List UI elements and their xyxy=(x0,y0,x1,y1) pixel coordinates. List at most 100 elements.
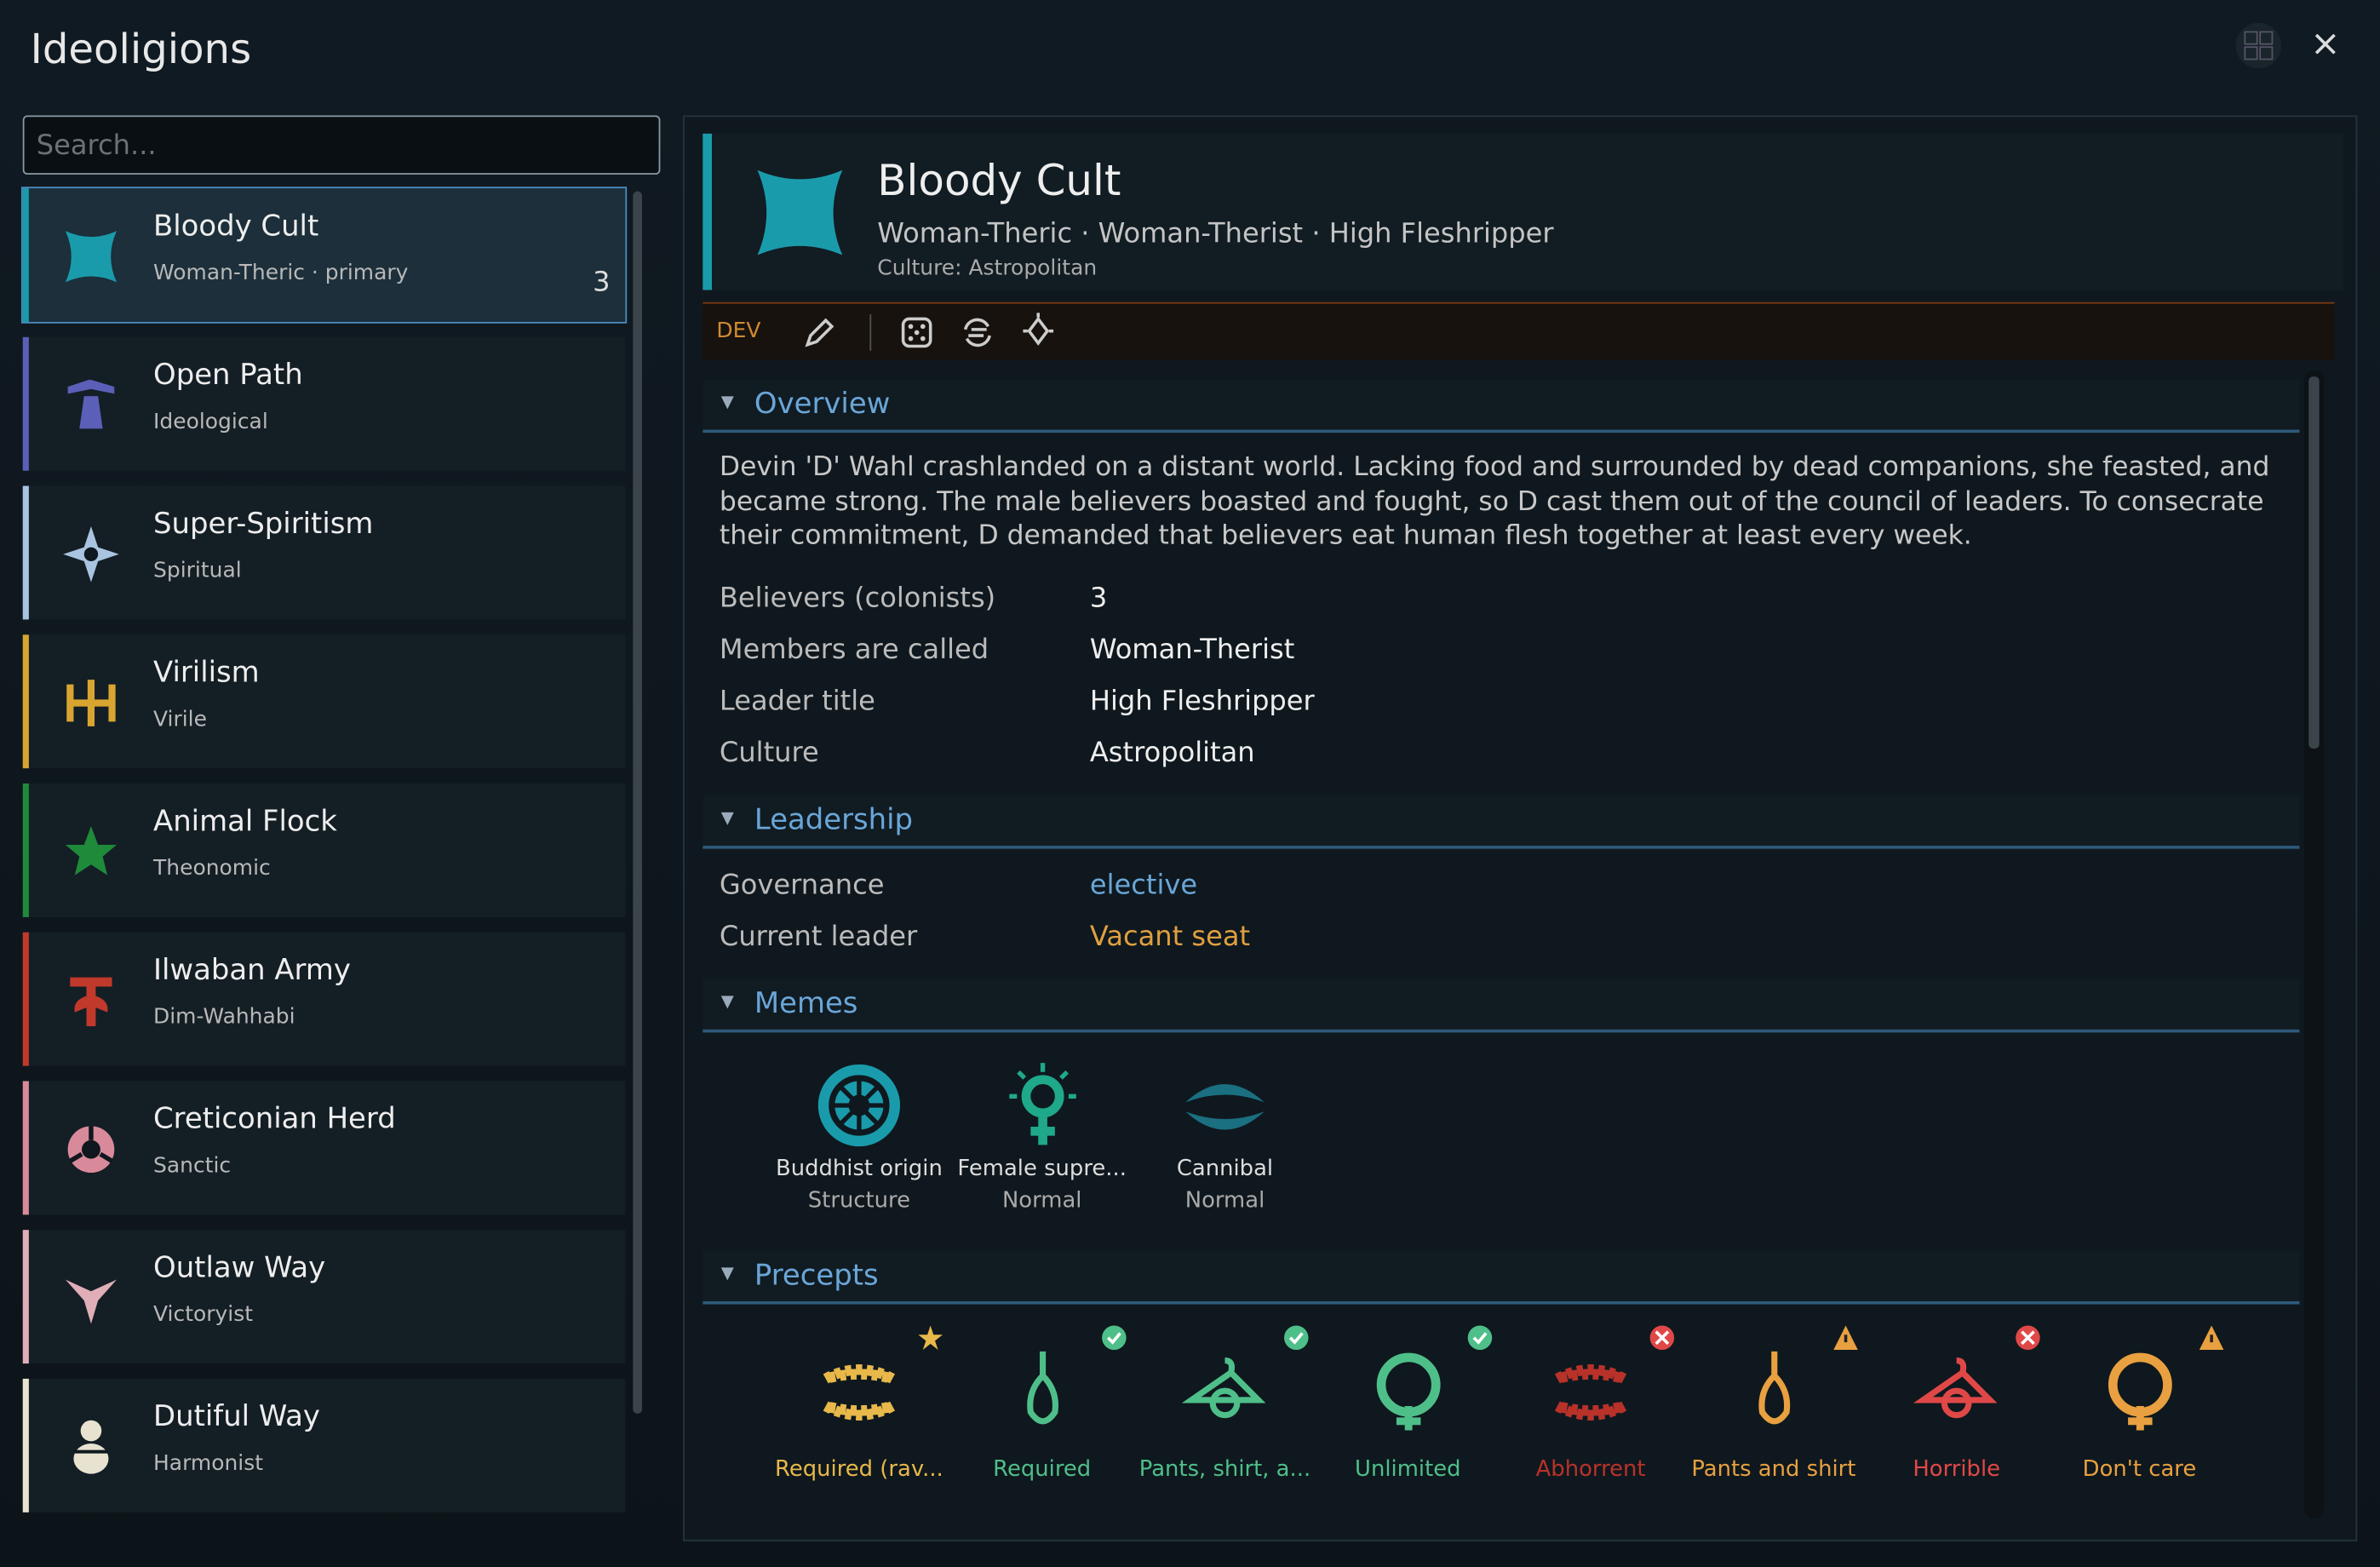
icon-part xyxy=(1375,1352,1440,1417)
precept[interactable]: Unlimited xyxy=(1316,1318,1499,1501)
section-header[interactable]: ▼ Leadership xyxy=(703,795,2300,849)
icon-part xyxy=(2244,46,2258,60)
precept-label: Pants and shirt xyxy=(1691,1457,1856,1483)
icon-part xyxy=(83,547,99,561)
ideoligion-icon xyxy=(56,1115,126,1185)
ideoligion-item[interactable]: Outlaw Way Victoryist xyxy=(22,1230,626,1364)
section-header[interactable]: ▼ Overview xyxy=(703,379,2300,433)
precept-badge xyxy=(1649,1324,1676,1352)
ideoligion-icon xyxy=(56,519,126,589)
precept[interactable]: Required (rav... xyxy=(768,1318,950,1501)
ideoligion-subtitle: Dim-Wahhabi xyxy=(153,1005,295,1030)
ideoligion-item[interactable]: Virilism Virile xyxy=(22,634,626,769)
meme[interactable]: Female supre... Normal xyxy=(951,1055,1133,1222)
ideoligion-name: Open Path xyxy=(153,358,303,393)
ideoligion-item[interactable]: Bloody Cult Woman-Theric · primary 3 xyxy=(20,187,628,324)
icon-part xyxy=(1185,1084,1265,1130)
precept[interactable]: Abhorrent xyxy=(1500,1318,1682,1501)
section-header[interactable]: ▼ Precepts xyxy=(703,1251,2300,1305)
precept-badge xyxy=(1099,1324,1127,1352)
ideoligion-icon xyxy=(56,1412,126,1482)
ideoligion-item[interactable]: Creticonian Herd Sanctic xyxy=(22,1081,626,1215)
ideoligion-icon xyxy=(56,966,126,1036)
icon-part xyxy=(1913,1357,1998,1403)
regenerate-button[interactable] xyxy=(961,316,994,349)
section-header[interactable]: ▼ Memes xyxy=(703,979,2300,1033)
ideoligion-name: Virilism xyxy=(153,656,260,690)
icon-part xyxy=(65,1279,118,1324)
icon-part xyxy=(1375,1352,1440,1431)
ideoligion-item[interactable]: Ilwaban Army Dim-Wahhabi xyxy=(22,932,626,1066)
precept[interactable]: Pants, shirt, a... xyxy=(1134,1318,1316,1501)
collapse-arrow: ▼ xyxy=(720,392,734,412)
precept[interactable]: Horrible xyxy=(1866,1318,2048,1501)
randomize-button[interactable] xyxy=(900,316,933,349)
meme[interactable]: Buddhist origin Structure xyxy=(768,1055,950,1222)
icon-part xyxy=(2198,1325,2223,1351)
icon-part xyxy=(2016,1325,2040,1351)
detail-subtitle: Woman-Theric · Woman-Therist · High Fles… xyxy=(877,217,1554,250)
meme-category: Structure xyxy=(807,1189,911,1214)
style-button[interactable] xyxy=(1020,313,1057,349)
ideoligion-item[interactable]: Dutiful Way Harmonist xyxy=(22,1378,626,1512)
precept-badge xyxy=(1832,1324,1859,1352)
ideoligion-icon xyxy=(56,668,126,738)
meme-name: Female supre... xyxy=(957,1157,1127,1182)
icon-part xyxy=(920,336,926,342)
precept-badge xyxy=(2197,1324,2224,1352)
meme[interactable]: Cannibal Normal xyxy=(1134,1055,1316,1222)
icon-part xyxy=(2021,1330,2035,1346)
detail-scrollbar[interactable] xyxy=(2303,370,2325,1518)
list-scrollbar[interactable] xyxy=(633,191,643,1414)
icon-part xyxy=(1284,1325,1309,1351)
precept[interactable]: Don't care xyxy=(2049,1318,2231,1501)
row-label: Believers (colonists) xyxy=(719,582,996,615)
accent-bar xyxy=(22,336,29,471)
ideoligion-subtitle: Spiritual xyxy=(153,559,242,583)
icon-part xyxy=(1284,1325,1309,1351)
ideoligion-icon xyxy=(56,221,126,291)
detail-culture: Culture: Astropolitan xyxy=(877,256,1098,281)
icon-part xyxy=(1029,1112,1054,1145)
icon-part xyxy=(1026,1351,1058,1425)
scroll-thumb[interactable] xyxy=(2308,376,2320,749)
meme-category: Normal xyxy=(1184,1189,1265,1214)
detail-name: Bloody Cult xyxy=(877,155,1121,206)
ideoligion-item[interactable]: Open Path Ideological xyxy=(22,336,626,471)
search-box[interactable]: Search... xyxy=(22,115,661,175)
accent-bar xyxy=(22,1378,29,1512)
icon-part xyxy=(1466,1325,1492,1351)
meme-icon xyxy=(813,1059,904,1151)
ideoligion-item[interactable]: Animal Flock Theonomic xyxy=(22,784,626,917)
precept[interactable]: Required xyxy=(951,1318,1133,1501)
icon-part xyxy=(70,977,112,1027)
precept-badge xyxy=(917,1324,944,1352)
icon-part xyxy=(63,525,119,583)
close-button[interactable] xyxy=(2314,32,2338,56)
layout-button[interactable] xyxy=(2234,21,2283,70)
dev-toolbar: DEV xyxy=(703,301,2335,360)
ideoligion-item[interactable]: Super-Spiritism Spiritual xyxy=(22,485,626,620)
icon-part xyxy=(908,324,914,330)
precept[interactable]: Pants and shirt xyxy=(1683,1318,1865,1501)
icon-part xyxy=(757,169,843,255)
icon-part xyxy=(1106,1332,1121,1345)
separator xyxy=(869,314,872,351)
icon-part xyxy=(823,1363,896,1421)
icon-part xyxy=(65,231,118,283)
icon-part xyxy=(65,826,118,875)
icon-part xyxy=(1027,316,1050,346)
edit-button[interactable] xyxy=(803,316,836,349)
ideoligion-subtitle: Theonomic xyxy=(153,856,271,881)
row-value: 3 xyxy=(1089,582,1108,615)
precept-icon xyxy=(1728,1346,1819,1437)
icon-part xyxy=(1026,1351,1058,1425)
icon-part xyxy=(1023,313,1054,333)
icon-part xyxy=(67,379,115,429)
icon-part xyxy=(1758,1351,1790,1425)
accent-bar xyxy=(22,784,29,917)
icon-part xyxy=(920,324,926,330)
ideoligion-icon xyxy=(757,169,843,255)
